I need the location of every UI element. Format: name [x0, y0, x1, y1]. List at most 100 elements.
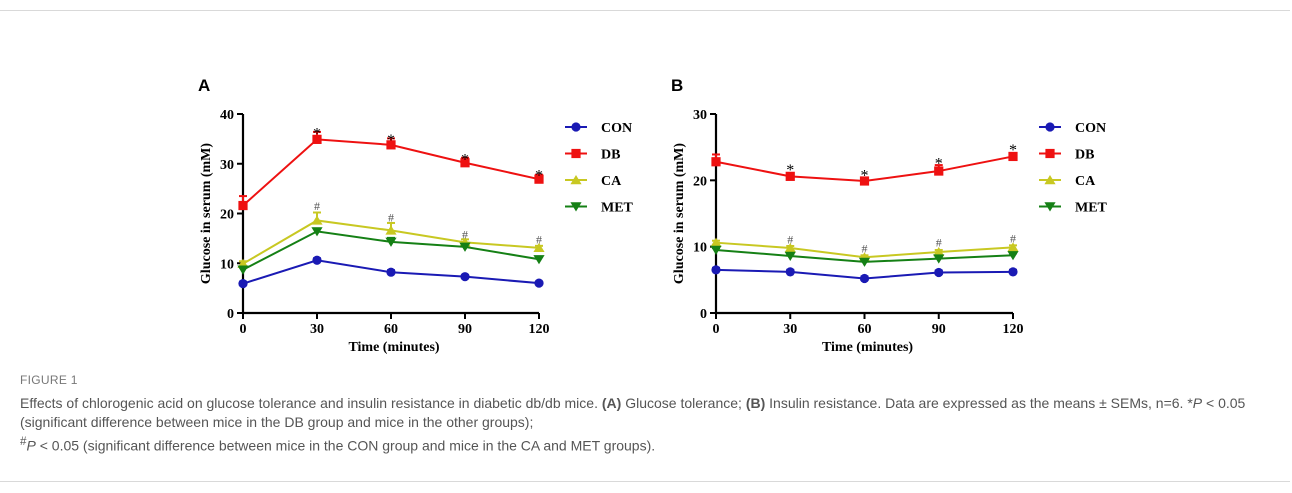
data-point [784, 242, 796, 253]
data-point [534, 174, 544, 184]
x-tick-label: 30 [783, 322, 797, 337]
data-point [459, 242, 471, 252]
x-tick-label: 60 [384, 322, 398, 337]
significance-star: * [461, 151, 469, 168]
legend-item-db: DB [565, 148, 620, 163]
data-point [238, 200, 248, 211]
data-point [238, 279, 248, 289]
legend-item-ca: CA [1039, 174, 1096, 189]
legend-marker [571, 122, 581, 132]
data-point [858, 257, 871, 267]
legend-item-con: CON [1039, 121, 1106, 136]
series-met [710, 245, 1019, 267]
panel-b: B 0 10 20 30 0 30 60 90 120 Time (minutes) Glucose … [671, 76, 1108, 355]
data-point [710, 237, 722, 247]
legend-marker [570, 175, 582, 185]
significance-star: * [935, 155, 943, 172]
series-met [237, 227, 545, 275]
legend-marker [1044, 175, 1056, 185]
data-point [385, 225, 397, 235]
caption-hash-marker: # [20, 435, 27, 448]
y-tick-label: 30 [693, 108, 707, 123]
legend: CON DB CA MET [1039, 121, 1108, 216]
data-point [710, 245, 722, 255]
data-point [1007, 251, 1019, 261]
data-point [312, 255, 322, 265]
x-tick-label: 120 [1003, 322, 1024, 337]
legend-marker [1045, 148, 1055, 159]
data-point [1008, 267, 1018, 277]
caption-b-text: Insulin resistance. Data are expressed a… [765, 395, 1188, 411]
series-con [711, 265, 1018, 284]
data-point [934, 267, 944, 278]
significance-star: * [313, 125, 321, 142]
legend-label: CA [1075, 174, 1096, 189]
data-point [784, 251, 796, 261]
data-point [859, 273, 870, 284]
panel-letter: B [671, 76, 683, 95]
legend-item-con: CON [565, 121, 632, 136]
figure-caption: Effects of chlorogenic acid on glucose t… [20, 394, 1280, 456]
x-tick-label: 0 [240, 322, 247, 337]
legend-item-met: MET [1039, 201, 1108, 216]
y-tick-label: 10 [693, 241, 707, 256]
y-axis-title: Glucose in serum (mM) [199, 143, 214, 284]
y-tick-label: 0 [700, 307, 707, 322]
significance-hash: # [462, 227, 468, 241]
significance-hash: # [314, 199, 320, 213]
y-tick-label: 40 [220, 108, 234, 123]
significance-star: * [535, 168, 543, 185]
caption-intro: Effects of chlorogenic acid on glucose t… [20, 395, 602, 411]
caption-block: FIGURE 1 Effects of chlorogenic acid on … [20, 373, 1280, 456]
figure-charts: A 0 10 20 30 40 0 30 60 90 120 Time (minutes) Glucos… [198, 76, 1108, 355]
legend: CON DB CA MET [565, 121, 634, 216]
figure-label: FIGURE 1 [20, 373, 78, 387]
significance-hash: # [388, 210, 394, 224]
series-ca [237, 211, 545, 268]
significance-hash: # [862, 242, 868, 256]
x-tick-label: 120 [529, 322, 550, 337]
data-point [934, 166, 944, 176]
data-point [237, 265, 249, 275]
data-point [711, 157, 721, 167]
x-axis-title: Time (minutes) [348, 340, 439, 355]
series-con [238, 255, 544, 289]
data-point [533, 242, 545, 253]
caption-p-italic: P [26, 437, 36, 454]
significance-star: * [387, 132, 395, 149]
x-tick-label: 90 [458, 322, 472, 337]
significance-hash: # [936, 236, 942, 250]
significance-star: * [786, 162, 794, 179]
data-point [859, 176, 870, 186]
data-point [385, 237, 397, 247]
significance-hash: # [1010, 232, 1016, 246]
significance-hash: # [787, 232, 793, 246]
legend-item-met: MET [565, 201, 634, 216]
legend-marker [1044, 202, 1056, 212]
legend-marker [570, 202, 582, 212]
y-tick-label: 20 [693, 174, 707, 189]
data-point [933, 254, 945, 264]
data-point [312, 134, 322, 144]
series-db [238, 130, 544, 211]
data-point [311, 215, 323, 225]
data-point [785, 171, 795, 181]
series-ca [710, 237, 1019, 262]
legend-label: DB [601, 148, 620, 163]
legend-label: CON [1075, 121, 1106, 136]
legend-label: MET [601, 201, 634, 216]
x-tick-label: 0 [713, 322, 720, 337]
data-point [1007, 242, 1019, 252]
data-point [785, 267, 795, 277]
x-tick-label: 60 [858, 322, 872, 337]
legend-item-ca: CA [565, 174, 622, 189]
data-point [460, 158, 470, 168]
y-axis-title: Glucose in serum (mM) [672, 143, 687, 284]
caption-a-text: Glucose tolerance; [621, 395, 746, 411]
series-db [711, 151, 1018, 186]
caption-hash-text: < 0.05 (significant difference between m… [35, 437, 656, 454]
panel-a: A 0 10 20 30 40 0 30 60 90 120 Time (minutes) Glucos… [198, 76, 634, 355]
data-point [533, 255, 545, 265]
y-tick-label: 0 [227, 307, 234, 322]
panel-letter: A [198, 76, 210, 95]
